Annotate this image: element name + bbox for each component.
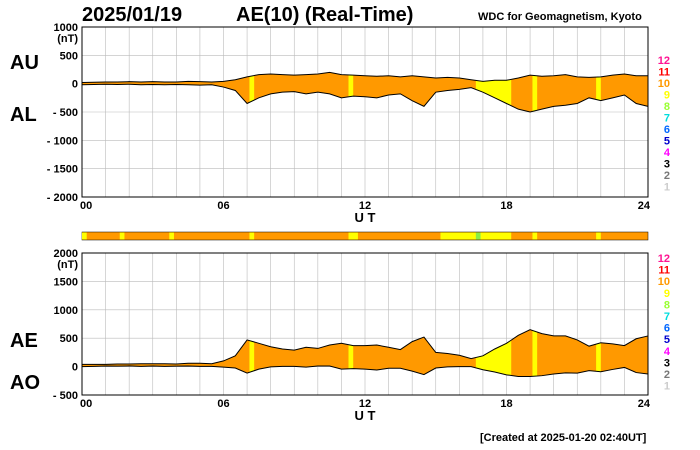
kp-bar-segment	[475, 232, 481, 240]
kp-bar-segment	[596, 232, 601, 240]
p2-ytick-label: 1000	[54, 305, 78, 317]
p2-ytick-label: 0	[72, 362, 78, 374]
kp-bar-segment	[249, 232, 255, 240]
label-al: AL	[10, 104, 37, 126]
p2-xlabel: U T	[355, 408, 376, 423]
kp-bar-segment	[348, 232, 358, 240]
kp-bar	[81, 231, 649, 241]
p2-ytick-label: 2000	[54, 248, 78, 260]
p1-unit-label: (nT)	[57, 33, 78, 45]
p1-scale-label: 8	[664, 101, 670, 113]
kp-bar-segment	[119, 232, 125, 240]
p2-scale-label: 2	[664, 369, 670, 381]
p2-scale-label: 9	[664, 288, 670, 300]
kp-bar-segment	[532, 232, 538, 240]
p1-scale-label: 1	[664, 182, 670, 194]
p2-ytick-label: 1500	[54, 276, 78, 288]
p2-scale-label: 1	[664, 381, 670, 393]
title-name: AE(10) (Real-Time)	[236, 4, 414, 26]
p1-scale-label: 5	[664, 136, 670, 148]
label-ae: AE	[10, 330, 38, 352]
p1-xtick-label: 24	[638, 200, 651, 212]
p2-scale-label: 3	[664, 357, 670, 369]
p1-xlabel: U T	[355, 210, 376, 225]
p1-scale-label: 12	[658, 55, 670, 67]
label-au: AU	[10, 52, 39, 74]
p2-scale-label: 4	[664, 346, 671, 358]
p1-ytick-label: 1000	[54, 22, 78, 34]
p2-scale-label: 7	[664, 311, 670, 323]
p2-light-band	[596, 329, 601, 377]
p1-ytick-label: 500	[60, 50, 78, 62]
p2-light-band	[249, 329, 255, 377]
p1-scale-label: 9	[664, 90, 670, 102]
p1-ytick-label: - 500	[53, 107, 78, 119]
p1-line-al	[81, 83, 649, 113]
p2-xtick-label: 18	[500, 398, 512, 410]
p2-scale-label: 8	[664, 299, 670, 311]
p1-ytick-label: - 2000	[47, 192, 78, 204]
p1-light-band	[348, 72, 354, 112]
p1-scale-label: 4	[664, 147, 671, 159]
p2-xtick-label: 24	[638, 398, 651, 410]
p1-scale-label: 7	[664, 113, 670, 125]
p2-line-ae	[82, 329, 649, 365]
p2-light-band	[348, 329, 354, 377]
p2-light-band	[532, 329, 538, 377]
p2-xtick-label: 12	[359, 398, 371, 410]
label-ao: AO	[10, 372, 40, 394]
p2-scale-label: 10	[658, 276, 670, 288]
p1-frame	[81, 26, 649, 198]
p1-xtick-label: 12	[359, 200, 371, 212]
p1-scale-label: 3	[664, 159, 670, 171]
p2-scale-label: 5	[664, 334, 670, 346]
p2-line-ao	[81, 365, 649, 378]
title-date: 2025/01/19	[82, 4, 183, 26]
p2-xtick-label: 06	[217, 398, 229, 410]
p1-ytick-label: - 1000	[47, 135, 78, 147]
p2-unit-label: (nT)	[57, 259, 78, 271]
p1-light-band	[596, 72, 601, 112]
p1-ytick-label: 0	[72, 79, 78, 91]
p1-light-band	[249, 72, 255, 112]
p2-scale-label: 12	[658, 253, 670, 265]
p2-ytick-label: - 500	[53, 390, 78, 402]
created-timestamp: [Created at 2025-01-20 02:40UT]	[480, 432, 647, 444]
p2-frame	[81, 252, 649, 396]
p1-scale-label: 2	[664, 170, 670, 182]
org-label: WDC for Geomagnetism, Kyoto	[478, 11, 642, 23]
p1-scale-label: 11	[658, 67, 670, 79]
p1-line-au	[81, 71, 648, 84]
p1-scale-label: 6	[664, 124, 670, 136]
kp-bar-segment	[169, 232, 174, 240]
p2-ytick-label: 500	[60, 333, 78, 345]
p1-ytick-label: - 1500	[47, 164, 78, 176]
kp-bar-segment	[82, 232, 87, 240]
p2-scale-label: 6	[664, 323, 670, 335]
p1-scale-label: 10	[658, 78, 670, 90]
p1-light-band	[532, 72, 538, 112]
p2-scale-label: 11	[658, 265, 670, 277]
p2-xtick-label: 00	[80, 398, 92, 410]
p1-xtick-label: 00	[80, 200, 92, 212]
p1-xtick-label: 18	[500, 200, 512, 212]
p1-xtick-label: 06	[217, 200, 229, 212]
